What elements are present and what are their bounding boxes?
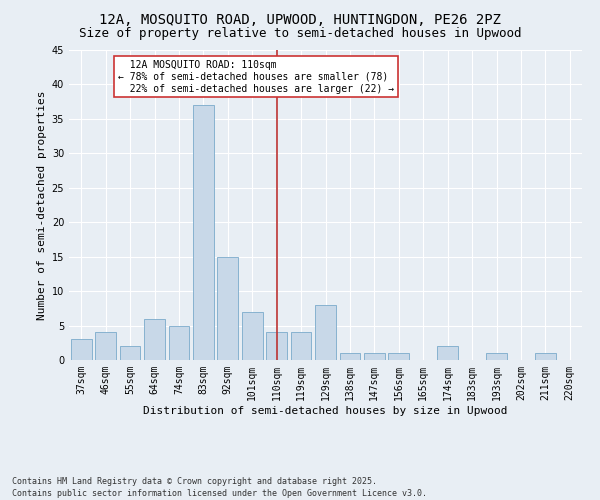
Y-axis label: Number of semi-detached properties: Number of semi-detached properties <box>37 90 47 320</box>
Bar <box>437 346 458 360</box>
Text: Contains public sector information licensed under the Open Government Licence v3: Contains public sector information licen… <box>12 489 427 498</box>
Bar <box>364 353 385 360</box>
Bar <box>71 340 92 360</box>
Bar <box>144 318 165 360</box>
Bar <box>217 256 238 360</box>
Bar <box>486 353 507 360</box>
Bar <box>266 332 287 360</box>
Text: 12A MOSQUITO ROAD: 110sqm
← 78% of semi-detached houses are smaller (78)
  22% o: 12A MOSQUITO ROAD: 110sqm ← 78% of semi-… <box>118 60 394 94</box>
Bar <box>169 326 190 360</box>
Bar <box>340 353 361 360</box>
Text: 12A, MOSQUITO ROAD, UPWOOD, HUNTINGDON, PE26 2PZ: 12A, MOSQUITO ROAD, UPWOOD, HUNTINGDON, … <box>99 12 501 26</box>
Bar <box>95 332 116 360</box>
Bar <box>193 105 214 360</box>
Bar <box>119 346 140 360</box>
Bar <box>290 332 311 360</box>
X-axis label: Distribution of semi-detached houses by size in Upwood: Distribution of semi-detached houses by … <box>143 406 508 415</box>
Bar <box>315 305 336 360</box>
Bar <box>242 312 263 360</box>
Text: Size of property relative to semi-detached houses in Upwood: Size of property relative to semi-detach… <box>79 28 521 40</box>
Text: Contains HM Land Registry data © Crown copyright and database right 2025.: Contains HM Land Registry data © Crown c… <box>12 478 377 486</box>
Bar <box>388 353 409 360</box>
Bar <box>535 353 556 360</box>
